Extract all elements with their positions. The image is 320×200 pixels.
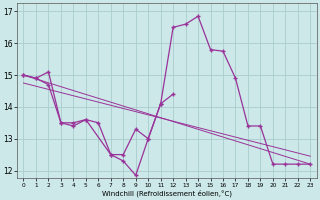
X-axis label: Windchill (Refroidissement éolien,°C): Windchill (Refroidissement éolien,°C)	[102, 189, 232, 197]
